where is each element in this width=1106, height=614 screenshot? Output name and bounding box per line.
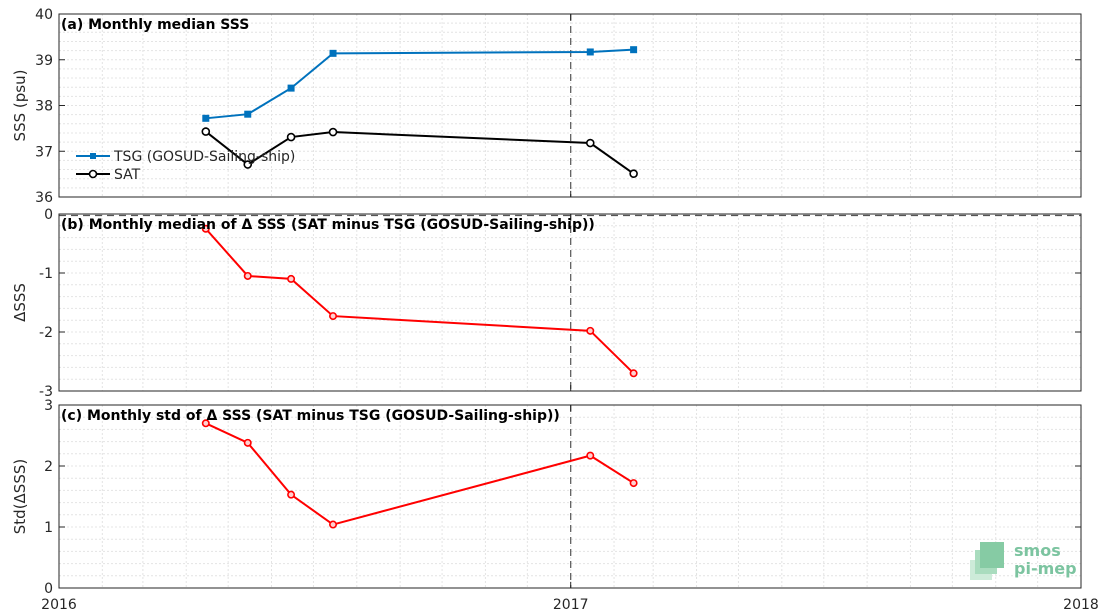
- data-point: [329, 520, 338, 529]
- y-axis-label: ΔSSS: [11, 283, 29, 322]
- legend-label: TSG (GOSUD-Sailing-ship): [113, 149, 295, 165]
- x-tick-label: 2018: [1063, 597, 1099, 613]
- data-point: [201, 224, 210, 233]
- data-point: [243, 271, 252, 280]
- y-tick-label: 3: [44, 398, 53, 414]
- grid: [58, 13, 1082, 198]
- data-point: [329, 49, 337, 57]
- data-point: [287, 84, 295, 92]
- data-point: [286, 132, 296, 142]
- series-line: [205, 422, 635, 526]
- legend-label: SAT: [114, 167, 141, 183]
- grid: [58, 213, 1082, 392]
- panel-title: (c) Monthly std of Δ SSS (SAT minus TSG …: [61, 408, 560, 424]
- logo-text-pi-mep: pi-mep: [1014, 559, 1077, 578]
- y-axis-label: SSS (psu): [11, 70, 29, 142]
- series-0: [201, 224, 638, 378]
- legend-swatch-marker: [88, 169, 98, 179]
- panels: 36 37 38 39 40 SSS (psu) (a) Monthly median SS…: [11, 7, 1099, 613]
- data-point: [630, 46, 638, 54]
- y-tick-label: 40: [35, 7, 53, 23]
- x-tick-label: 2017: [553, 597, 589, 613]
- panel-a: 36 37 38 39 40 SSS (psu) (a) Monthly median SS…: [11, 7, 1082, 206]
- series-line: [205, 130, 635, 175]
- panel-title: (b) Monthly median of Δ SSS (SAT minus T…: [61, 217, 595, 233]
- data-point: [287, 490, 296, 499]
- y-tick-label: 0: [44, 581, 53, 597]
- y-tick-label: 2: [44, 459, 53, 475]
- series-0: [201, 419, 638, 529]
- y-tick-label: 1: [44, 520, 53, 536]
- data-point: [629, 479, 638, 488]
- series-0: [202, 46, 638, 122]
- y-tick-label: 39: [35, 53, 53, 69]
- data-point: [629, 169, 638, 178]
- y-tick-label: 37: [35, 144, 53, 160]
- series-line: [205, 48, 634, 120]
- data-point: [586, 48, 594, 56]
- series-1: [201, 127, 638, 178]
- y-tick-label: -1: [39, 266, 53, 282]
- axes-frame: [58, 404, 1082, 589]
- y-tick-label: 0: [44, 207, 53, 223]
- smos-pi-mep-logo: smos pi-mep: [970, 541, 1077, 580]
- data-point: [329, 312, 338, 321]
- legend: TSG (GOSUD-Sailing-ship) SAT: [76, 149, 295, 183]
- y-tick-label: 36: [35, 190, 53, 206]
- data-point: [243, 160, 253, 169]
- y-tick-label: -3: [39, 384, 53, 400]
- x-tick-label: 2016: [41, 597, 77, 613]
- grid: [58, 404, 1082, 589]
- data-point: [585, 138, 595, 148]
- y-tick-label: -2: [39, 325, 53, 341]
- panel-title: (a) Monthly median SSS: [61, 17, 249, 33]
- data-point: [629, 369, 638, 378]
- legend-swatch-marker: [90, 153, 96, 159]
- panel-c: 0 1 2 3 2016 2017 2018 Std(ΔSSS) (c) Monthly std…: [11, 398, 1099, 613]
- axes-frame: [58, 213, 1082, 392]
- data-point: [202, 114, 210, 122]
- data-point: [586, 326, 595, 335]
- data-point: [287, 274, 296, 283]
- y-tick-label: 38: [35, 99, 53, 115]
- data-point: [243, 438, 252, 447]
- data-point: [586, 451, 595, 460]
- data-point: [201, 419, 210, 428]
- series-line: [205, 228, 635, 375]
- data-point: [328, 127, 338, 137]
- data-point: [201, 127, 211, 136]
- data-point: [244, 110, 252, 118]
- panel-b: -3 -2 -1 0 ΔSSS (b) Monthly median of Δ SSS (…: [11, 207, 1082, 400]
- y-axis-label: Std(ΔSSS): [11, 459, 29, 534]
- logo-text-smos: smos: [1014, 541, 1061, 560]
